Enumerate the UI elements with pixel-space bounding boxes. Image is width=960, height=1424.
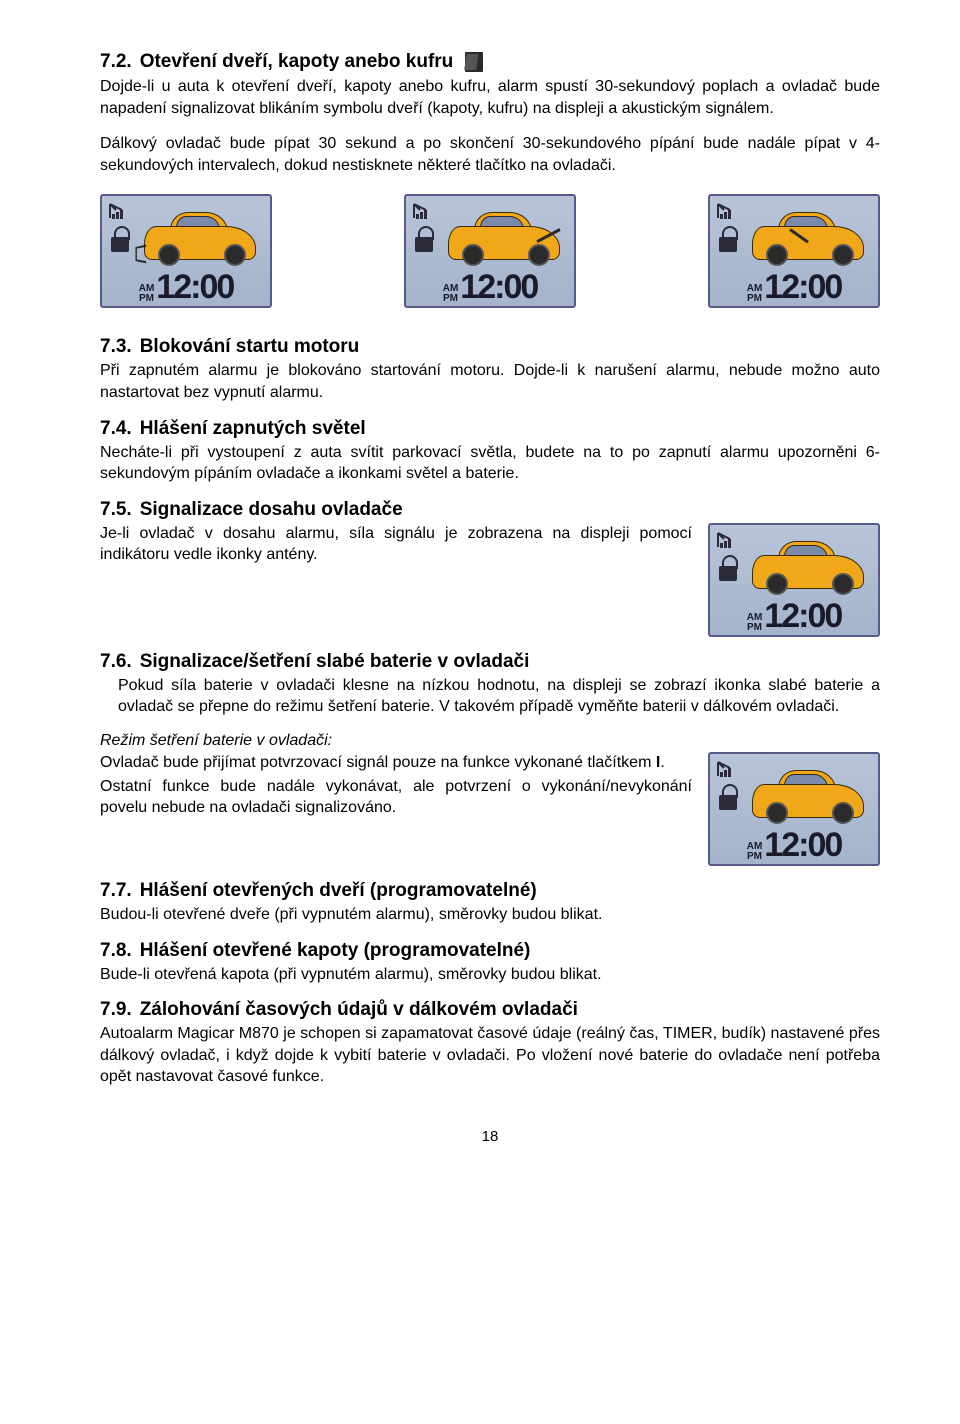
time-value: 12:00: [764, 597, 841, 635]
lcd-clock: AMPM12:00: [406, 270, 574, 304]
heading-7-9: 7.9. Zálohování časových údajů v dálkové…: [100, 999, 880, 1021]
car-graphic: [142, 210, 257, 260]
heading-7-6: 7.6. Signalizace/šetření slabé baterie v…: [100, 651, 880, 673]
lcd-clock: AMPM12:00: [102, 270, 270, 304]
pm-label: PM: [747, 851, 762, 862]
time-value: 12:00: [460, 268, 537, 306]
paragraph: Ovladač bude přijímat potvrzovací signál…: [100, 752, 692, 774]
antenna-icon: [412, 202, 432, 225]
paragraph: Dojde-li u auta k otevření dveří, kapoty…: [100, 76, 880, 119]
paragraph: Při zapnutém alarmu je blokováno startov…: [100, 360, 880, 403]
lock-icon: [718, 555, 738, 581]
heading-text: Blokování startu motoru: [140, 336, 360, 358]
lock-icon: [110, 226, 130, 252]
heading-text: Hlášení otevřených dveří (programovateln…: [140, 880, 537, 902]
lcd-clock: AMPM12:00: [710, 599, 878, 633]
time-value: 12:00: [764, 826, 841, 864]
heading-7-7: 7.7. Hlášení otevřených dveří (programov…: [100, 880, 880, 902]
antenna-icon: [108, 202, 128, 225]
time-value: 12:00: [156, 268, 233, 306]
lock-icon: [414, 226, 434, 252]
heading-7-5: 7.5. Signalizace dosahu ovladače: [100, 499, 880, 521]
text-fragment: .: [660, 754, 664, 771]
heading-7-2: 7.2. Otevření dveří, kapoty anebo kufru: [100, 50, 880, 74]
car-graphic: [446, 210, 561, 260]
lock-icon: [718, 226, 738, 252]
heading-7-4: 7.4. Hlášení zapnutých světel: [100, 418, 880, 440]
paragraph: Ostatní funkce bude nadále vykonávat, al…: [100, 776, 692, 819]
heading-7-8: 7.8. Hlášení otevřené kapoty (programova…: [100, 940, 880, 962]
heading-number: 7.9.: [100, 999, 132, 1021]
lcd-display-trunk: AMPM12:00: [708, 194, 880, 308]
heading-text: Zálohování časových údajů v dálkovém ovl…: [140, 999, 578, 1021]
heading-number: 7.7.: [100, 880, 132, 902]
lcd-display-row: AMPM12:00 AMPM12:00: [100, 194, 880, 308]
heading-number: 7.4.: [100, 418, 132, 440]
page-number: 18: [100, 1128, 880, 1145]
text-with-display: Ovladač bude přijímat potvrzovací signál…: [100, 752, 880, 866]
lcd-display-battery: AMPM12:00: [708, 752, 880, 866]
car-graphic: [750, 768, 865, 818]
heading-number: 7.8.: [100, 940, 132, 962]
time-value: 12:00: [764, 268, 841, 306]
door-open-indicator: [134, 246, 148, 260]
heading-7-3: 7.3. Blokování startu motoru: [100, 336, 880, 358]
heading-number: 7.3.: [100, 336, 132, 358]
heading-number: 7.2.: [100, 51, 132, 73]
paragraph: Budou-li otevřené dveře (při vypnutém al…: [100, 904, 880, 926]
antenna-icon: [716, 531, 736, 554]
paragraph: Autoalarm Magicar M870 je schopen si zap…: [100, 1023, 880, 1088]
heading-number: 7.5.: [100, 499, 132, 521]
heading-text: Otevření dveří, kapoty anebo kufru: [140, 51, 454, 73]
paragraph: Je-li ovladač v dosahu alarmu, síla sign…: [100, 523, 692, 566]
pm-label: PM: [139, 293, 154, 304]
text-fragment: Ovladač bude přijímat potvrzovací signál…: [100, 754, 656, 771]
lcd-display-signal: AMPM12:00: [708, 523, 880, 637]
heading-text: Hlášení otevřené kapoty (programovatelné…: [140, 940, 531, 962]
lcd-clock: AMPM12:00: [710, 828, 878, 862]
heading-text: Signalizace dosahu ovladače: [140, 499, 403, 521]
car-graphic: [750, 210, 865, 260]
heading-text: Signalizace/šetření slabé baterie v ovla…: [140, 651, 530, 673]
document-page: 7.2. Otevření dveří, kapoty anebo kufru …: [0, 0, 960, 1424]
antenna-icon: [716, 202, 736, 225]
pm-label: PM: [747, 622, 762, 633]
heading-number: 7.6.: [100, 651, 132, 673]
antenna-icon: [716, 760, 736, 783]
lock-icon: [718, 784, 738, 810]
paragraph: Necháte-li při vystoupení z auta svítit …: [100, 442, 880, 485]
lcd-display-door: AMPM12:00: [100, 194, 272, 308]
lcd-clock: AMPM12:00: [710, 270, 878, 304]
text-with-display: Je-li ovladač v dosahu alarmu, síla sign…: [100, 523, 880, 637]
paragraph: Dálkový ovladač bude pípat 30 sekund a p…: [100, 133, 880, 176]
sub-heading-italic: Režim šetření baterie v ovladači:: [100, 732, 880, 750]
door-icon: [461, 50, 489, 74]
lcd-display-hood: AMPM12:00: [404, 194, 576, 308]
car-graphic: [750, 539, 865, 589]
paragraph: Bude-li otevřená kapota (při vypnutém al…: [100, 964, 880, 986]
pm-label: PM: [747, 293, 762, 304]
heading-text: Hlášení zapnutých světel: [140, 418, 366, 440]
pm-label: PM: [443, 293, 458, 304]
paragraph: Pokud síla baterie v ovladači klesne na …: [100, 675, 880, 718]
